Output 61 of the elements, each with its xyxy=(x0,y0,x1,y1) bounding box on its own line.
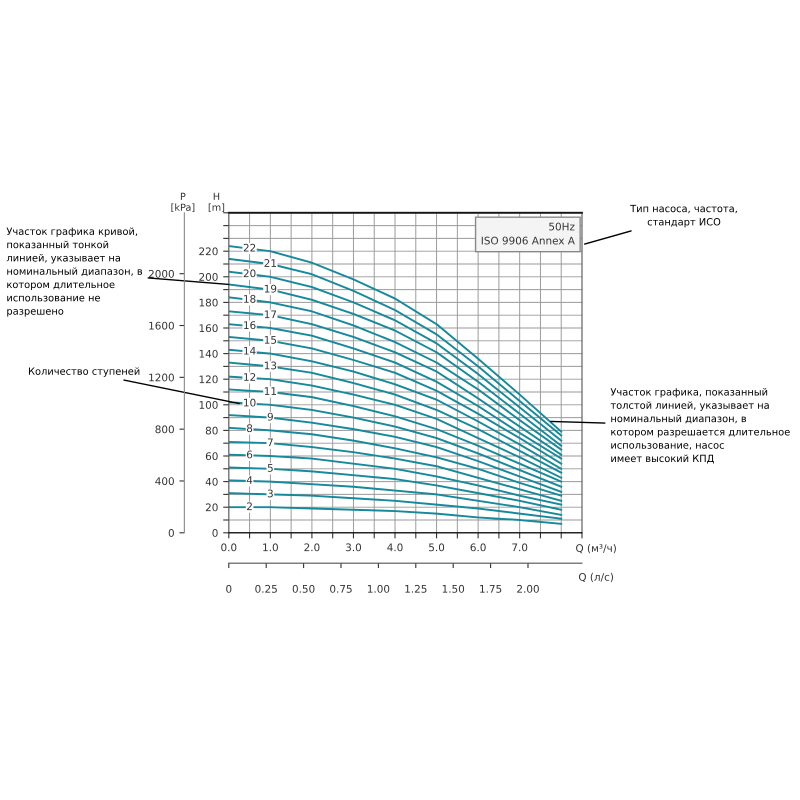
y-tick-label: 140 xyxy=(200,350,218,358)
series-label: 6 xyxy=(246,450,252,458)
series-label: 18 xyxy=(244,294,256,303)
series-label: 13 xyxy=(264,362,276,370)
series-label: 11 xyxy=(264,387,276,395)
series-label: 14 xyxy=(244,346,256,355)
y2-tick-label: 2000 xyxy=(148,270,174,278)
series-label: 20 xyxy=(244,269,256,278)
x2-tick-label: 1.50 xyxy=(442,584,464,593)
y2-tick-label: 400 xyxy=(155,477,174,486)
series-label: 2 xyxy=(247,502,252,510)
x-tick-label: 3.0 xyxy=(346,543,362,552)
x2-tick-label: 0.75 xyxy=(330,584,352,593)
y2-tick-label: 1200 xyxy=(149,374,174,382)
x2-tick-label: 0.25 xyxy=(255,584,277,593)
annotation: Участок графика, показанный толстой линией, указывает на номинальный диапазон, в котором разрешается длительное использование, насос имеет высокий КПД xyxy=(610,388,790,464)
y-tick-label: 40 xyxy=(206,478,218,486)
x-tick-label: 7.0 xyxy=(512,543,528,552)
y-tick-label: 160 xyxy=(200,324,218,332)
y2-tick-label: 1600 xyxy=(149,322,174,330)
x2-tick-label: 1.00 xyxy=(368,584,390,593)
x2-tick-label: 1.25 xyxy=(405,584,426,593)
text: Тип насоса, частота, стандарт ИСО xyxy=(630,204,737,228)
series-label: 19 xyxy=(264,284,276,293)
x-tick-label: 0.0 xyxy=(221,543,236,552)
annotation: Участок графика кривой, показанный тонкой линией, указывает на номинальный диапазон, в котором длительное использование не разрешено xyxy=(6,227,142,317)
series-label: 4 xyxy=(246,476,252,484)
y-tick-label: 60 xyxy=(206,452,218,460)
y-axis-title: H [m] xyxy=(208,192,224,212)
x2-tick-label: 0.50 xyxy=(292,584,315,593)
x2-axis-title: Q (л/с) xyxy=(578,572,613,582)
x-axis-title: Q (м³/ч) xyxy=(576,544,616,554)
series-label: 10 xyxy=(244,398,256,407)
series-label: 17 xyxy=(264,310,276,318)
y-tick-label: 0 xyxy=(212,529,218,537)
annotation: 50Hz ISO 9906 Annex A xyxy=(482,222,575,244)
series-label: 22 xyxy=(244,244,256,252)
series-label: 16 xyxy=(244,321,256,330)
y-tick-label: 80 xyxy=(206,426,218,435)
x2-tick-label: 1.75 xyxy=(480,585,502,593)
y-tick-label: 220 xyxy=(199,247,218,256)
x-tick-label: 6.0 xyxy=(470,543,486,552)
series-label: 15 xyxy=(264,336,276,344)
x2-tick-label: 0 xyxy=(226,584,232,593)
y-tick-label: 180 xyxy=(200,298,218,307)
x-tick-label: 2.0 xyxy=(304,543,320,552)
x-tick-label: 5.0 xyxy=(429,543,444,552)
y-tick-label: 200 xyxy=(199,273,218,281)
y-tick-label: 120 xyxy=(200,375,218,384)
y-tick-label: 100 xyxy=(200,401,218,409)
x2-tick-label: 2.00 xyxy=(517,584,539,593)
series-label: 8 xyxy=(246,424,252,432)
x-tick-label: 4.0 xyxy=(387,543,403,552)
annotation: Количество ступеней xyxy=(28,367,140,377)
series-label: 12 xyxy=(244,373,256,381)
y-tick-label: 20 xyxy=(206,503,218,512)
y2-axis-title: P [kPa] xyxy=(171,192,194,212)
series-label: 21 xyxy=(264,259,276,267)
y2-tick-label: 800 xyxy=(155,425,174,434)
x-tick-label: 1.0 xyxy=(263,543,278,552)
y2-tick-label: 0 xyxy=(168,529,174,537)
